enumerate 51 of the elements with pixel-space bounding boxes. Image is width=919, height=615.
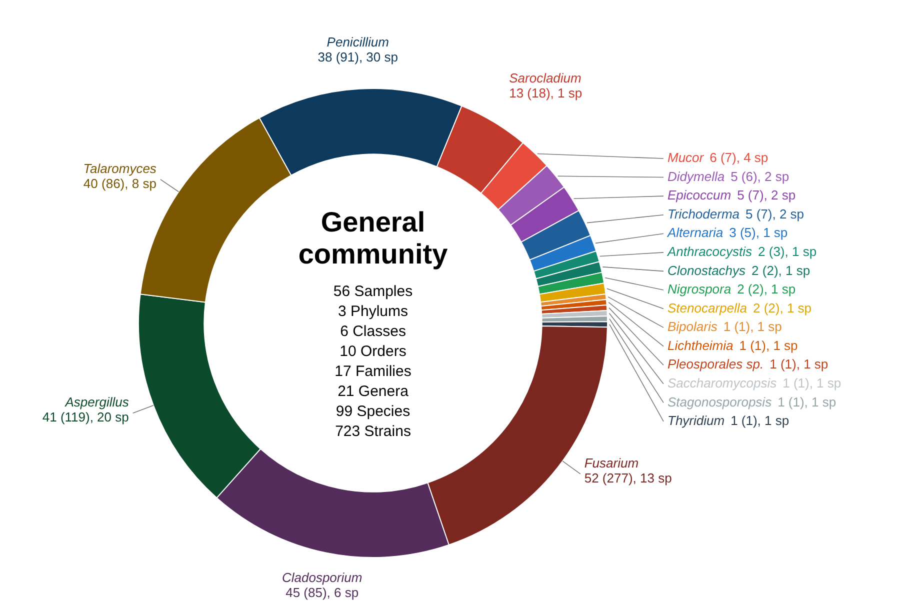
slice-label: Trichoderma <box>668 206 740 222</box>
data-label: 5 (7), 2 sp <box>746 206 804 222</box>
slice-label: Saccharomycopsis <box>668 376 778 391</box>
slice-label: Stenocarpella <box>668 300 747 316</box>
data-label: 1 (1), 1 sp <box>770 356 828 372</box>
text: 56 Samples <box>333 283 413 300</box>
data-label: 45 (85), 6 sp <box>286 584 359 600</box>
data-label: 1 (1), 1 sp <box>739 338 798 353</box>
data-label: 1 (1), 1 sp <box>778 394 836 410</box>
text: 723 Strains <box>335 423 411 440</box>
slice-label: Alternaria <box>666 225 724 240</box>
data-label: 13 (18), 1 sp <box>509 86 582 101</box>
slice-label: Nigrospora <box>668 282 732 297</box>
slice-label: Fusarium <box>584 456 639 471</box>
slice-label: Anthracocystis <box>666 244 753 260</box>
slice-label: Talaromyces <box>83 161 157 176</box>
slice-label: Thyridium <box>668 413 725 428</box>
data-label: 3 (5), 1 sp <box>729 225 788 240</box>
text: General community <box>298 206 448 270</box>
text: 99 Species <box>336 403 410 420</box>
data-label: 1 (1), 1 sp <box>782 376 842 390</box>
text: 21 Genera <box>338 383 410 400</box>
slice-label: Stagonosporopsis <box>668 394 772 410</box>
text: 3 Phylums <box>338 303 408 320</box>
data-label: 2 (2), 1 sp <box>752 262 810 278</box>
data-label: 5 (6), 2 sp <box>730 168 790 184</box>
data-label: 2 (2), 1 sp <box>753 300 812 316</box>
data-label: 2 (3), 1 sp <box>758 244 817 260</box>
slice-label: Sarocladium <box>509 70 582 86</box>
slice-label: Epicoccum <box>668 188 732 203</box>
slice-label: Penicillium <box>326 34 390 50</box>
slice-label: Cladosporium <box>282 570 362 586</box>
slice-label: Mucor <box>668 150 704 166</box>
text: 6 Classes <box>340 323 406 340</box>
data-label: 40 (86), 8 sp <box>83 176 156 192</box>
slice-label: Lichtheimia <box>668 338 734 353</box>
slice-label: Aspergillus <box>64 394 130 410</box>
text: 17 Families <box>334 363 412 380</box>
data-label: 1 (1), 1 sp <box>730 413 790 428</box>
data-label: 2 (2), 1 sp <box>737 282 796 297</box>
slice-label: Clonostachys <box>668 262 746 278</box>
data-label: 5 (7), 2 sp <box>737 188 796 203</box>
data-label: 6 (7), 4 sp <box>710 150 768 166</box>
slice-label: Pleosporales sp. <box>668 356 764 372</box>
slice-label: Bipolaris <box>668 319 718 334</box>
data-label: 1 (1), 1 sp <box>723 319 782 334</box>
slice-label: Didymella <box>668 168 725 184</box>
data-label: 38 (91), 30 sp <box>318 50 398 65</box>
data-label: 41 (119), 20 sp <box>42 410 129 425</box>
data-label: 52 (277), 13 sp <box>584 470 672 486</box>
text: 10 Orders <box>340 343 406 360</box>
